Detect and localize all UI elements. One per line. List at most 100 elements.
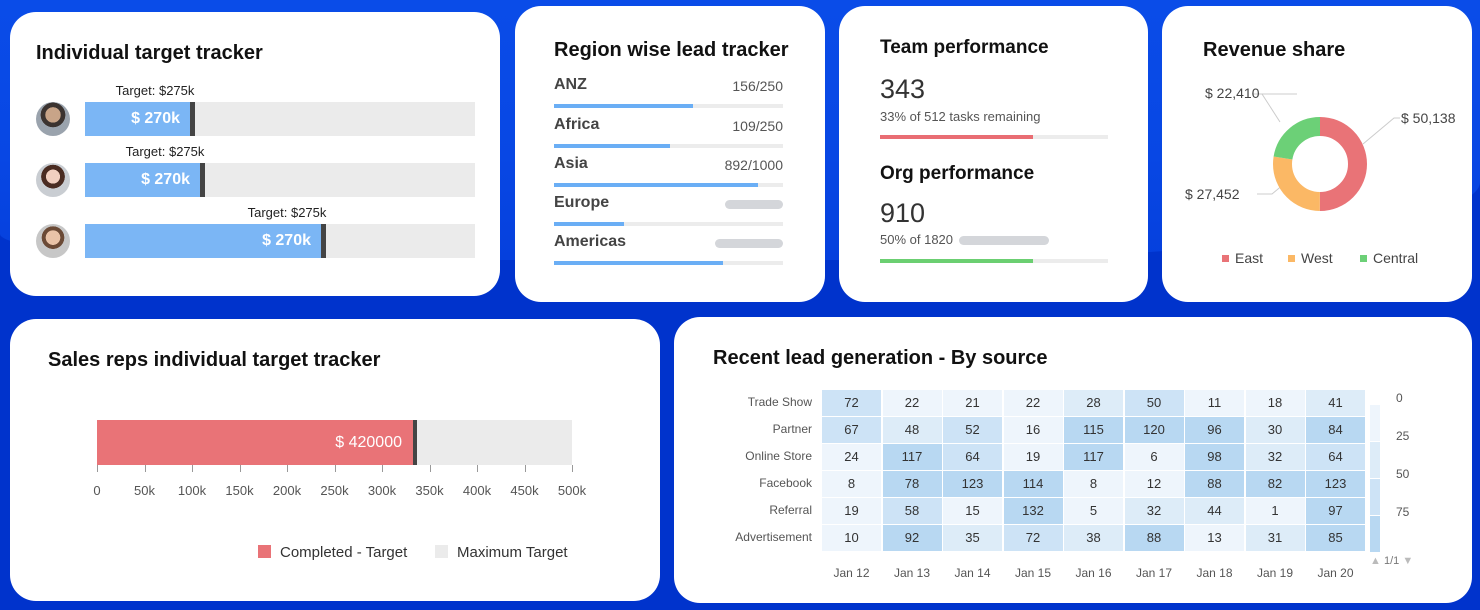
legend-item[interactable]: Completed - Target: [258, 544, 407, 561]
column-label: Jan 16: [1075, 566, 1112, 580]
heatmap-cell[interactable]: 58: [882, 498, 942, 524]
team-performance-progress: [880, 135, 1108, 139]
pager-down-icon[interactable]: ▼: [1402, 555, 1414, 567]
axis-tick: [477, 465, 478, 472]
donut-segment-central[interactable]: [1273, 117, 1367, 211]
heatmap-cell[interactable]: 123: [1306, 471, 1365, 497]
heatmap-cell[interactable]: 64: [943, 444, 1002, 470]
heatmap-cell[interactable]: 8: [822, 471, 881, 497]
heatmap-cell[interactable]: 38: [1064, 525, 1123, 551]
region-value: 892/1000: [724, 157, 783, 173]
legend-item-central[interactable]: Central: [1360, 250, 1418, 266]
heatmap-cell[interactable]: 52: [943, 417, 1002, 443]
achieved-bar[interactable]: $ 270k: [85, 163, 200, 197]
heatmap-cell[interactable]: 32: [1245, 444, 1305, 470]
heatmap-cell[interactable]: 72: [1003, 525, 1063, 551]
heatmap-cell[interactable]: 22: [882, 390, 942, 416]
axis-tick: [97, 465, 98, 472]
lead-generation-heatmap-card: Recent lead generation - By source Trade…: [674, 317, 1472, 603]
target-track[interactable]: $ 270k Target: $275k: [85, 205, 475, 258]
achieved-bar[interactable]: $ 270k: [85, 224, 321, 258]
heatmap-cell[interactable]: 82: [1245, 471, 1305, 497]
heatmap-cell[interactable]: 19: [822, 498, 881, 524]
heatmap-cell[interactable]: 72: [822, 390, 881, 416]
region-progress: [554, 104, 783, 108]
axis-tick-label: 50k: [134, 483, 155, 498]
heatmap-cell[interactable]: 24: [822, 444, 881, 470]
pager-up-icon[interactable]: ▲: [1370, 555, 1381, 567]
heatmap-cell[interactable]: 115: [1064, 417, 1123, 443]
axis-tick: [287, 465, 288, 472]
heatmap-cell[interactable]: 22: [1003, 390, 1063, 416]
heatmap-cell[interactable]: 117: [1064, 444, 1123, 470]
heatmap-cell[interactable]: 96: [1185, 417, 1244, 443]
heatmap-cell[interactable]: 117: [882, 444, 942, 470]
color-scale-segment[interactable]: [1370, 479, 1380, 515]
heatmap-cell[interactable]: 10: [822, 525, 881, 551]
achieved-bar[interactable]: $ 270k: [85, 102, 190, 136]
heatmap-cell[interactable]: 123: [943, 471, 1002, 497]
heatmap-cell[interactable]: 41: [1306, 390, 1365, 416]
heatmap-cell[interactable]: 5: [1064, 498, 1123, 524]
target-marker: [190, 102, 195, 136]
target-marker: [321, 224, 326, 258]
color-scale-segment[interactable]: [1370, 405, 1380, 441]
card-title: Revenue share: [1203, 39, 1346, 61]
heatmap-cell[interactable]: 6: [1124, 444, 1184, 470]
target-track[interactable]: $ 270k Target: $275k: [85, 83, 475, 136]
completed-target-bar[interactable]: $ 420000: [97, 420, 415, 465]
heatmap-cell[interactable]: 35: [943, 525, 1002, 551]
color-scale-segment[interactable]: [1370, 516, 1380, 552]
column-label: Jan 14: [954, 566, 991, 580]
heatmap-cell[interactable]: 88: [1185, 471, 1244, 497]
heatmap-cell[interactable]: 11: [1185, 390, 1244, 416]
heatmap-cell[interactable]: 31: [1245, 525, 1305, 551]
color-scale-label: 25: [1396, 429, 1410, 443]
legend-item-east[interactable]: East: [1222, 250, 1263, 266]
legend-item[interactable]: Maximum Target: [435, 544, 568, 561]
target-marker: [413, 420, 417, 465]
region-progress: [554, 183, 783, 187]
heatmap-cell[interactable]: 50: [1124, 390, 1184, 416]
heatmap-cell[interactable]: 12: [1124, 471, 1184, 497]
target-track[interactable]: $ 270k Target: $275k: [85, 144, 475, 197]
column-label: Jan 19: [1256, 566, 1294, 580]
heatmap-cell[interactable]: 44: [1185, 498, 1244, 524]
heatmap-cell[interactable]: 19: [1003, 444, 1063, 470]
heatmap-cell[interactable]: 21: [943, 390, 1002, 416]
target-row: $ 270k Target: $275k: [36, 205, 476, 258]
column-label: Jan 17: [1135, 566, 1173, 580]
heatmap-cell[interactable]: 8: [1064, 471, 1123, 497]
max-target-bar[interactable]: $ 420000: [97, 420, 572, 465]
heatmap-cell[interactable]: 98: [1185, 444, 1244, 470]
heatmap-cell[interactable]: 32: [1124, 498, 1184, 524]
region-progress-fill: [554, 261, 724, 265]
heatmap-cell[interactable]: 48: [882, 417, 942, 443]
heatmap-cell[interactable]: 16: [1003, 417, 1063, 443]
east-value-label: $ 50,138: [1401, 110, 1456, 126]
loading-placeholder: [959, 236, 1049, 245]
heatmap-cell[interactable]: 18: [1245, 390, 1305, 416]
heatmap-cell[interactable]: 120: [1124, 417, 1184, 443]
region-name: Americas: [554, 233, 627, 250]
heatmap-cell[interactable]: 15: [943, 498, 1002, 524]
heatmap-cell[interactable]: 1: [1245, 498, 1305, 524]
heatmap-cell[interactable]: 67: [822, 417, 881, 443]
heatmap-cell[interactable]: 64: [1306, 444, 1365, 470]
heatmap-cell[interactable]: 92: [882, 525, 942, 551]
heatmap-cell[interactable]: 28: [1064, 390, 1123, 416]
legend-item-west[interactable]: West: [1288, 250, 1333, 266]
heatmap-cell[interactable]: 85: [1306, 525, 1365, 551]
color-scale-segment[interactable]: [1370, 442, 1380, 478]
axis-tick-label: 250k: [320, 483, 349, 498]
heatmap-cell[interactable]: 13: [1185, 525, 1244, 551]
heatmap-cell[interactable]: 114: [1003, 471, 1063, 497]
heatmap-cell[interactable]: 97: [1306, 498, 1365, 524]
heatmap-cell[interactable]: 132: [1003, 498, 1063, 524]
region-value: 109/250: [732, 118, 783, 134]
heatmap-cell[interactable]: 84: [1306, 417, 1365, 443]
heatmap-cell[interactable]: 78: [882, 471, 942, 497]
heatmap-cell[interactable]: 30: [1245, 417, 1305, 443]
heatmap-cell[interactable]: 88: [1124, 525, 1184, 551]
donut-segment-west[interactable]: [1273, 117, 1367, 211]
